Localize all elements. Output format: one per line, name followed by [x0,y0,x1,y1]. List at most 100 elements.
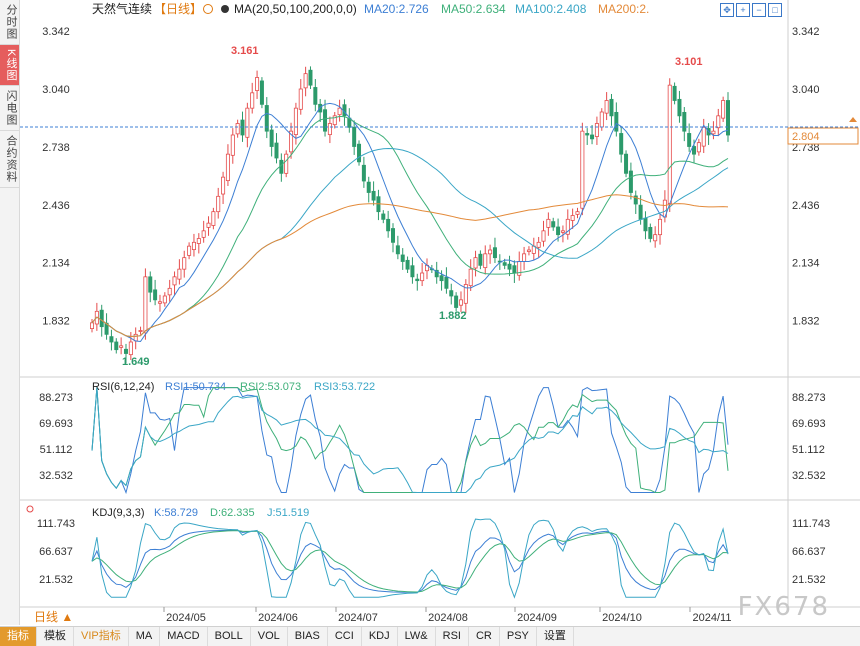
candle-body [381,213,386,220]
candle-body [483,253,488,269]
indicator-item-8[interactable]: CCI [328,627,362,646]
candle-body [643,217,648,232]
period-selector[interactable]: 日线 ▲ [20,609,94,625]
candle-body [468,268,473,287]
candle-body [692,146,697,155]
indicator-item-13[interactable]: PSY [500,627,537,646]
candle-body [721,100,726,119]
candle-body [157,301,162,304]
indicator-item-0[interactable]: 指标 [0,627,37,646]
candle-body [458,299,463,306]
candle-body [211,211,216,226]
candle-body [434,269,439,278]
sidebar-tab-0[interactable]: 分时图 [0,0,19,45]
candle-body [123,348,128,354]
candle-body [221,176,226,195]
candle-body [512,265,517,274]
zoom-in-icon[interactable]: + [736,3,750,17]
indicator-item-12[interactable]: CR [469,627,500,646]
ma200-value: MA200:2. [598,2,649,16]
kdj-sun-icon[interactable] [26,505,34,513]
candle-body [153,289,158,301]
candle-body [240,119,245,136]
candle-body [575,211,580,215]
indicator-item-6[interactable]: VOL [251,627,288,646]
candle-body [357,143,362,163]
candle-body [672,85,677,101]
candle-body [420,272,425,282]
expand-icon[interactable]: ✥ [720,3,734,17]
candle-body [536,241,541,248]
sidebar-tab-3[interactable]: 合约资料 [0,131,19,189]
candle-body [677,98,682,117]
candle-body [274,142,279,159]
sidebar-tab-2[interactable]: 闪电图 [0,86,19,132]
candle-body [405,259,410,270]
price-tick-right: 2.436 [792,200,820,212]
candle-body [522,253,527,262]
price-tick-right: 1.832 [792,316,820,328]
indicator-item-9[interactable]: KDJ [362,627,398,646]
kdj-tick-right: 66.637 [792,546,826,558]
candle-body [114,341,119,351]
indicator-item-14[interactable]: 设置 [537,627,574,646]
low-annotation-2: 1.882 [439,310,467,322]
candle-body [109,336,114,343]
candle-body [216,195,221,213]
candle-body [245,107,250,138]
indicator-item-5[interactable]: BOLL [208,627,251,646]
indicator-item-7[interactable]: BIAS [288,627,328,646]
kdj-d-line [91,530,729,593]
candle-body [580,130,585,209]
x-tick-label: 2024/10 [602,612,642,624]
candle-body [196,238,201,244]
candle-body [653,234,658,242]
candle-body [439,275,444,282]
candle-body [488,249,493,255]
period-label: 【日线】 [154,2,202,16]
price-tick-left: 3.342 [42,26,70,38]
price-tick-right: 3.040 [792,84,820,96]
candle-body [541,230,546,242]
indicator-item-1[interactable]: 模板 [37,627,74,646]
chart-canvas: 天然气连续 【日线】 MA(20,50,100,200,0,0) MA20:2.… [20,0,860,624]
ma-icon[interactable] [221,5,229,13]
price-arrow-icon [849,117,857,122]
candle-body [148,276,153,293]
fullscreen-icon[interactable]: □ [768,3,782,17]
candle-body [526,249,531,252]
moving-average-lines [91,102,729,343]
candle-body [594,123,599,137]
indicator-item-4[interactable]: MACD [160,627,208,646]
candle-body [293,107,298,136]
ma200-line [91,194,729,338]
indicator-item-11[interactable]: RSI [436,627,469,646]
candle-body [255,77,260,91]
indicator-item-2[interactable]: VIP指标 [74,627,129,646]
candle-body [250,92,255,109]
settings-icon[interactable] [203,4,213,14]
rsi-axis: 88.273 88.273 69.693 69.693 51.112 51.112 32.5… [39,392,825,482]
candle-body [609,98,614,117]
period-selector-label: 日线 [34,610,59,624]
candle-body [313,87,318,105]
candle-body [90,322,95,329]
kdj-tick-right: 21.532 [792,574,826,586]
candle-body [308,69,313,86]
sidebar-tab-1[interactable]: K线图 [0,45,19,87]
watermark: FX678 [737,592,830,622]
candle-body [201,230,206,238]
candle-body [386,218,391,232]
rsi-tick-right: 51.112 [792,444,825,456]
candle-body [128,341,133,356]
instrument-title: 天然气连续 [92,1,152,16]
indicator-item-10[interactable]: LW& [398,627,436,646]
candle-body [619,133,624,155]
price-tick-right: 2.134 [792,258,820,270]
indicator-item-3[interactable]: MA [129,627,161,646]
candle-body [191,241,196,251]
candle-body [415,278,420,282]
candle-body [361,164,366,182]
rsi-tick-right: 69.693 [792,418,826,430]
zoom-out-icon[interactable]: − [752,3,766,17]
